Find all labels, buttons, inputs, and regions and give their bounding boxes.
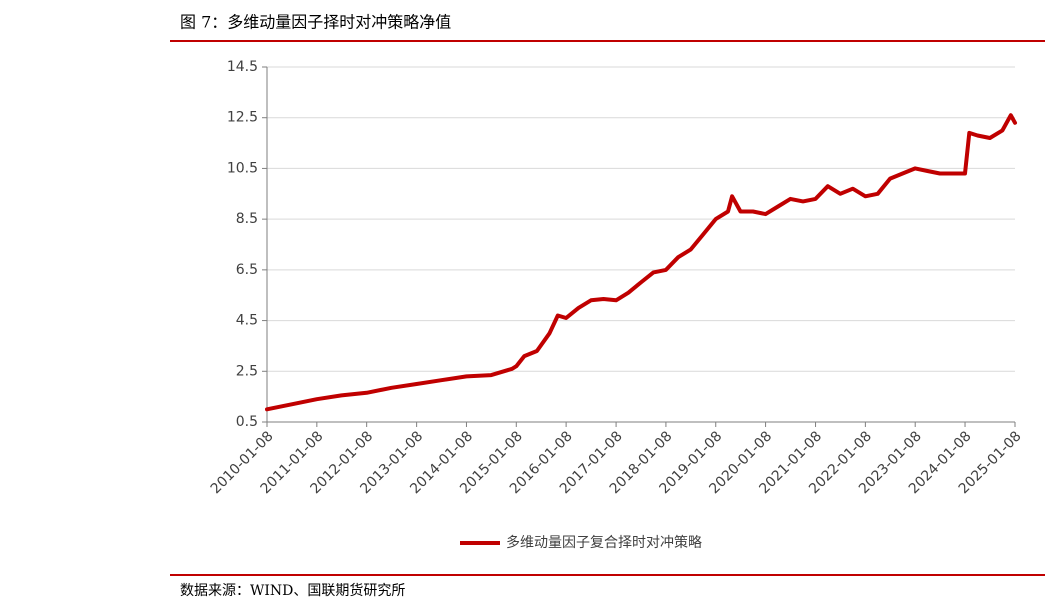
- y-tick-label: 0.5: [236, 414, 258, 430]
- y-tick-label: 14.5: [227, 59, 258, 75]
- chart-title: 图 7：多维动量因子择时对冲策略净值: [180, 13, 451, 32]
- series-line: [265, 113, 1017, 412]
- y-tick-label: 8.5: [236, 211, 258, 227]
- y-tick-label: 2.5: [236, 363, 258, 379]
- legend-label: 多维动量因子复合择时对冲策略: [506, 534, 702, 551]
- y-tick-label: 12.5: [227, 110, 258, 126]
- y-tick-label: 6.5: [236, 262, 258, 278]
- y-tick-label: 4.5: [236, 313, 258, 329]
- y-tick-label: 10.5: [227, 160, 258, 176]
- source: 数据来源：WIND、国联期货研究所: [180, 582, 405, 599]
